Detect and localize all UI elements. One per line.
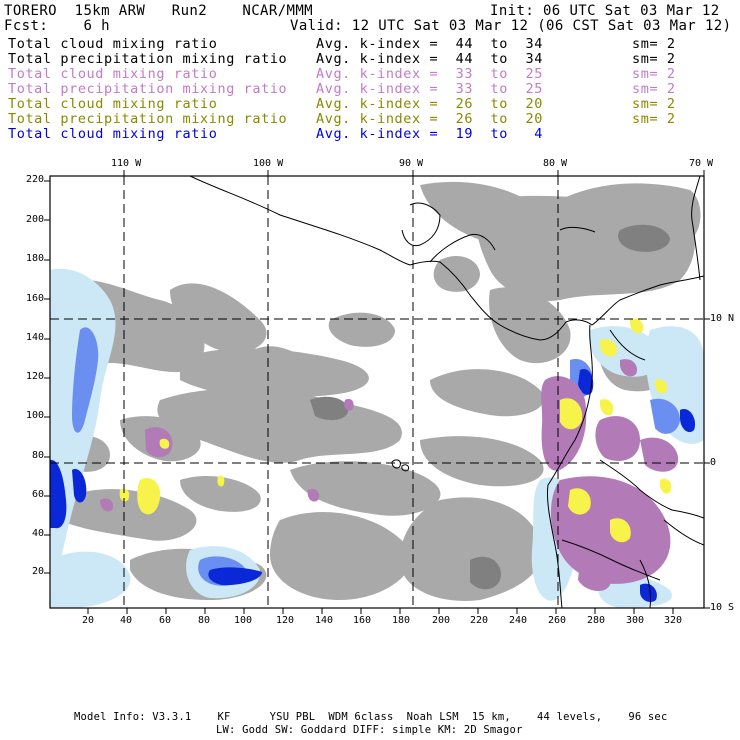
legend-kindex: Avg. k-index = 44 to 34 xyxy=(316,51,543,67)
x-tick-label: 40 xyxy=(120,615,133,626)
x-tick-label: 320 xyxy=(664,615,683,626)
legend-kindex: Avg. k-index = 33 to 25 xyxy=(316,81,543,97)
legend-field: Total precipitation mixing ratio xyxy=(8,51,288,67)
tick-marks xyxy=(44,170,710,614)
lon-label: 110 W xyxy=(111,158,142,169)
model-info: Model Info: V3.3.1 KF YSU PBL WDM 6class… xyxy=(74,711,668,723)
legend-kindex: Avg. k-index = 19 to 4 xyxy=(316,126,543,142)
x-tick-label: 240 xyxy=(509,615,528,626)
lat-label: 10 N xyxy=(710,313,735,324)
y-tick-label: 200 xyxy=(26,214,45,225)
y-tick-label: 220 xyxy=(26,174,45,185)
legend-smoothing: sm= 2 xyxy=(632,36,676,52)
x-tick-label: 160 xyxy=(353,615,372,626)
x-tick-label: 280 xyxy=(587,615,606,626)
lat-label: 10 S xyxy=(710,602,735,613)
legend-kindex: Avg. k-index = 44 to 34 xyxy=(316,36,543,52)
map-frame xyxy=(49,175,705,609)
x-tick-label: 260 xyxy=(548,615,567,626)
x-tick-label: 200 xyxy=(432,615,451,626)
y-tick-label: 60 xyxy=(32,489,45,500)
x-tick-label: 100 xyxy=(234,615,253,626)
legend-field: Total precipitation mixing ratio xyxy=(8,111,288,127)
y-tick-label: 40 xyxy=(32,528,45,539)
y-tick-label: 140 xyxy=(26,332,45,343)
legend-smoothing: sm= 2 xyxy=(632,111,676,127)
cloud-field-dark xyxy=(310,224,670,590)
legend-row: Total cloud mixing ratio Avg. k-index = … xyxy=(0,37,740,97)
legend-smoothing: sm= 2 xyxy=(632,66,676,82)
model-title: TORERO 15km ARW Run2 NCAR/MMM xyxy=(4,3,314,19)
legend-field: Total cloud mixing ratio xyxy=(8,126,218,142)
lon-label: 70 W xyxy=(689,158,714,169)
legend-field: Total cloud mixing ratio xyxy=(8,36,218,52)
y-tick-label: 180 xyxy=(26,253,45,264)
legend-row: Total precipitation mixing ratio Avg. k-… xyxy=(0,112,740,172)
legend-row: Total cloud mixing ratio Avg. k-index = … xyxy=(0,127,740,172)
legend-smoothing: sm= 2 xyxy=(632,51,676,67)
legend-row: Total cloud mixing ratio Avg. k-index = … xyxy=(0,97,740,157)
x-tick-label: 220 xyxy=(470,615,489,626)
init-time: Init: 06 UTC Sat 03 Mar 12 xyxy=(490,3,720,19)
legend-row: Total precipitation mixing ratio Avg. k-… xyxy=(0,52,740,112)
legend-row: Total cloud mixing ratio Avg. k-index = … xyxy=(0,67,740,127)
x-tick-label: 80 xyxy=(198,615,211,626)
x-tick-label: 300 xyxy=(626,615,645,626)
y-tick-label: 80 xyxy=(32,450,45,461)
x-tick-label: 140 xyxy=(315,615,334,626)
y-tick-label: 120 xyxy=(26,371,45,382)
y-tick-label: 20 xyxy=(32,566,45,577)
y-tick-label: 100 xyxy=(26,410,45,421)
legend-field: Total cloud mixing ratio xyxy=(8,96,218,112)
legend-field: Total precipitation mixing ratio xyxy=(8,81,288,97)
x-tick-label: 60 xyxy=(159,615,172,626)
legend-kindex: Avg. k-index = 26 to 20 xyxy=(316,96,543,112)
cloud-field-gray xyxy=(50,181,701,601)
legend-kindex: Avg. k-index = 26 to 20 xyxy=(316,111,543,127)
graticule xyxy=(50,176,704,608)
coastline xyxy=(189,176,704,608)
legend-smoothing: sm= 2 xyxy=(632,96,676,112)
x-tick-label: 180 xyxy=(392,615,411,626)
model-physics: LW: Godd SW: Goddard DIFF: simple KM: 2D… xyxy=(216,724,523,736)
x-tick-label: 20 xyxy=(82,615,95,626)
y-tick-label: 160 xyxy=(26,293,45,304)
lat-label: 0 xyxy=(710,457,717,468)
legend-row: Total precipitation mixing ratio Avg. k-… xyxy=(0,82,740,142)
lon-label: 90 W xyxy=(399,158,424,169)
legend-smoothing: sm= 2 xyxy=(632,81,676,97)
lon-label: 80 W xyxy=(543,158,568,169)
legend-field: Total cloud mixing ratio xyxy=(8,66,218,82)
x-tick-label: 120 xyxy=(276,615,295,626)
valid-time: Valid: 12 UTC Sat 03 Mar 12 (06 CST Sat … xyxy=(290,18,732,34)
lon-label: 100 W xyxy=(253,158,284,169)
legend-kindex: Avg. k-index = 33 to 25 xyxy=(316,66,543,82)
cloud-field-yellow xyxy=(119,318,672,543)
forecast-hour: Fcst: 6 h xyxy=(4,18,110,34)
